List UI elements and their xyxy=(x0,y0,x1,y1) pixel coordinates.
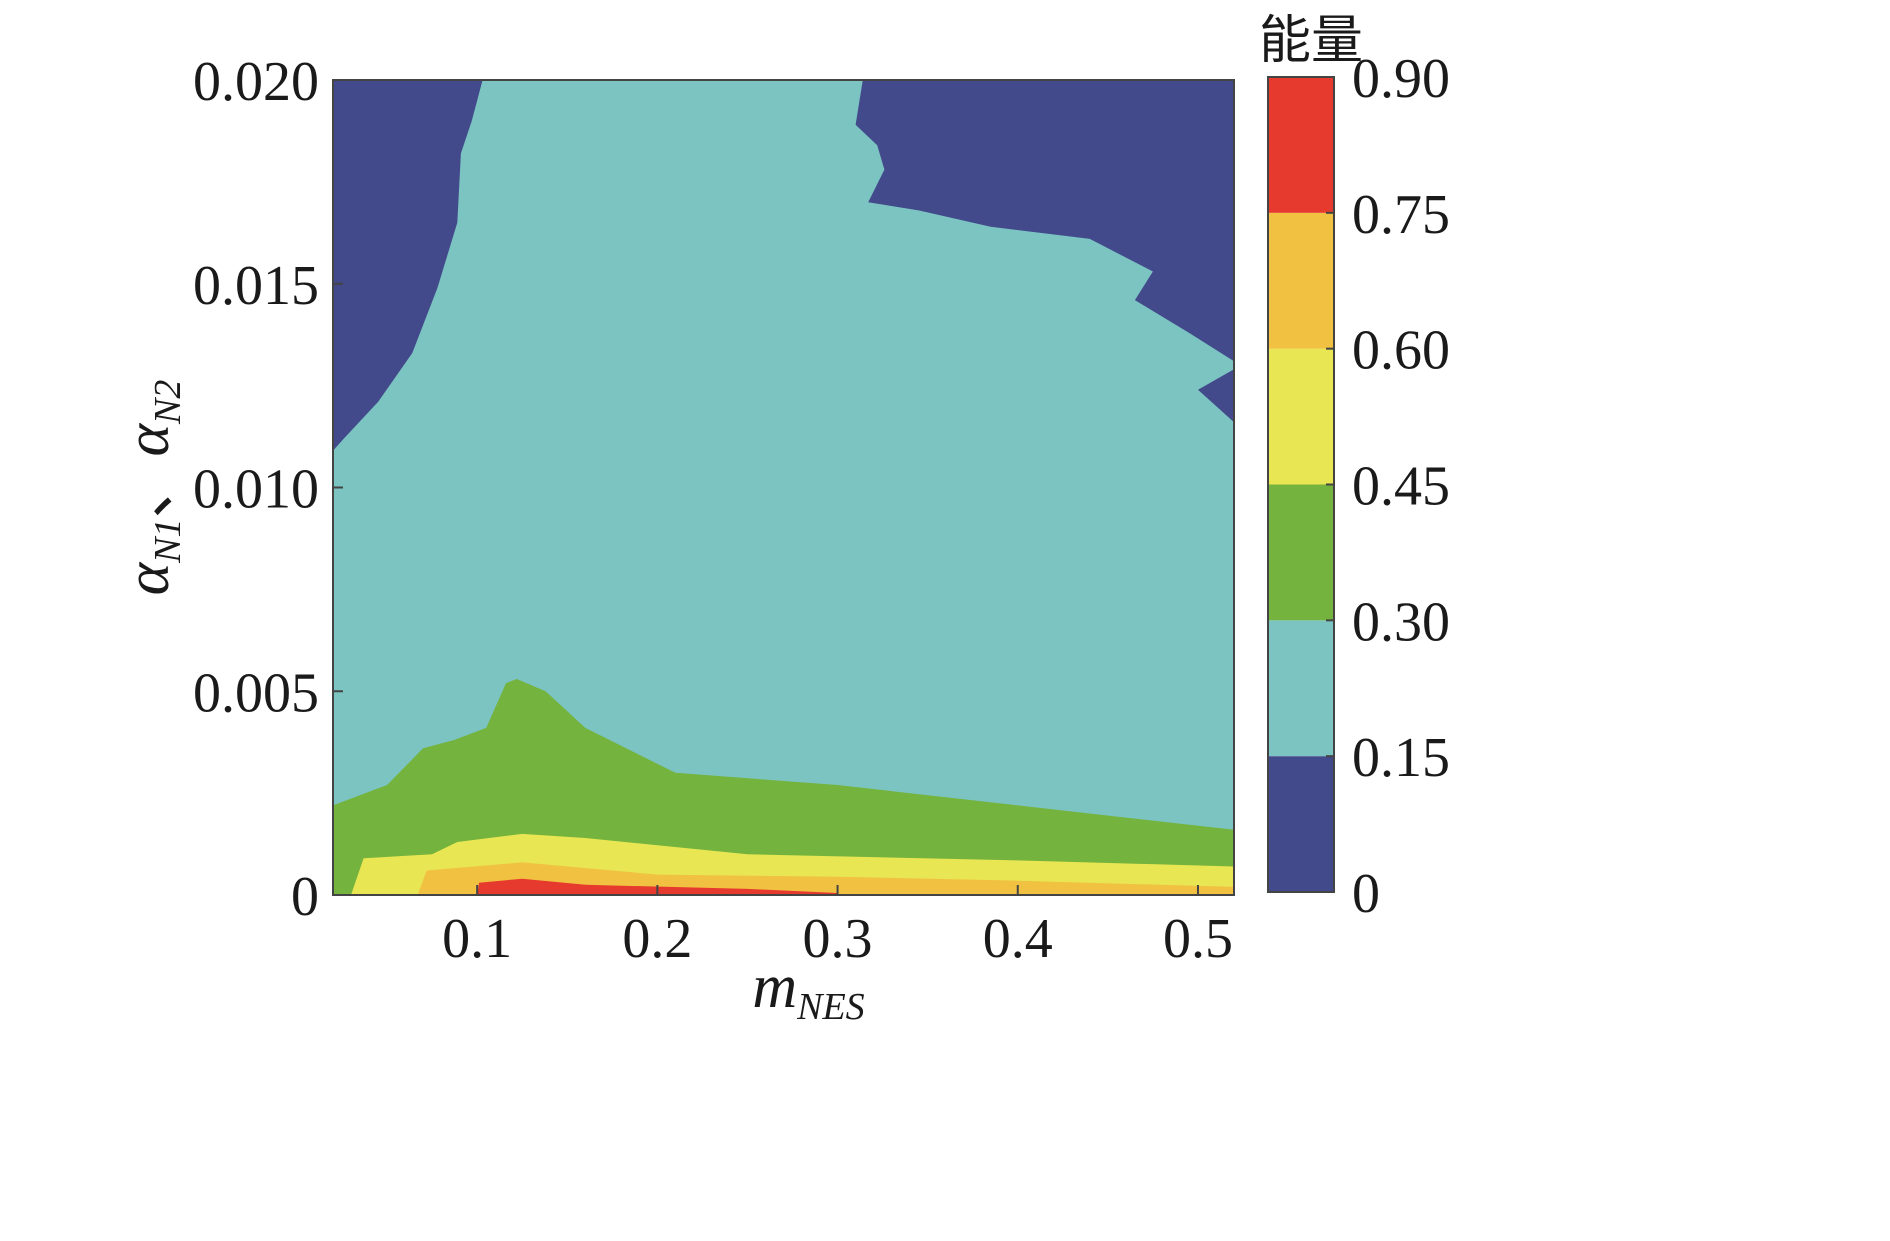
y-tick-label: 0.020 xyxy=(193,51,319,113)
x-tick-label: 0.1 xyxy=(442,908,512,970)
colorbar-tick-label: 0.30 xyxy=(1352,591,1450,653)
y-axis: 0 0.005 0.010 0.015 0.020 xyxy=(193,51,343,928)
colorbar-tick-label: 0 xyxy=(1352,863,1380,925)
colorbar-segment xyxy=(1268,348,1334,485)
x-tick-label: 0.2 xyxy=(622,908,692,970)
contour-plot-area xyxy=(333,80,1234,895)
colorbar-tick-label: 0.90 xyxy=(1352,48,1450,110)
y-tick-label: 0 xyxy=(291,866,319,928)
colorbar-segment xyxy=(1268,756,1334,892)
colorbar-tick-label: 0.60 xyxy=(1352,320,1450,382)
colorbar-segment xyxy=(1268,77,1334,213)
x-axis-label: mNES xyxy=(752,953,864,1028)
y-axis-label: αN1、αN2 xyxy=(114,380,189,596)
colorbar-title: 能量 xyxy=(1259,11,1363,71)
y-tick-label: 0.010 xyxy=(193,459,319,521)
colorbar-tick-label: 0.45 xyxy=(1352,456,1450,518)
colorbar-segment xyxy=(1268,484,1334,621)
x-tick-label: 0.5 xyxy=(1163,908,1233,970)
x-axis: 0.1 0.2 0.3 0.4 0.5 xyxy=(442,885,1233,970)
colorbar-segment xyxy=(1268,620,1334,757)
x-tick-label: 0.3 xyxy=(803,908,873,970)
colorbar-ticks: 0 0.15 0.30 0.45 0.60 0.75 0.90 xyxy=(1326,48,1450,925)
x-tick-label: 0.4 xyxy=(983,908,1053,970)
y-tick-label: 0.015 xyxy=(193,255,319,317)
colorbar-tick-label: 0.15 xyxy=(1352,727,1450,789)
contour-region-level-0-0.15-left xyxy=(333,80,483,451)
colorbar xyxy=(1268,77,1334,892)
y-tick-label: 0.005 xyxy=(193,662,319,724)
colorbar-segment xyxy=(1268,212,1334,349)
contour-region-level-0-0.15-right xyxy=(855,80,1234,423)
colorbar-tick-label: 0.75 xyxy=(1352,184,1450,246)
